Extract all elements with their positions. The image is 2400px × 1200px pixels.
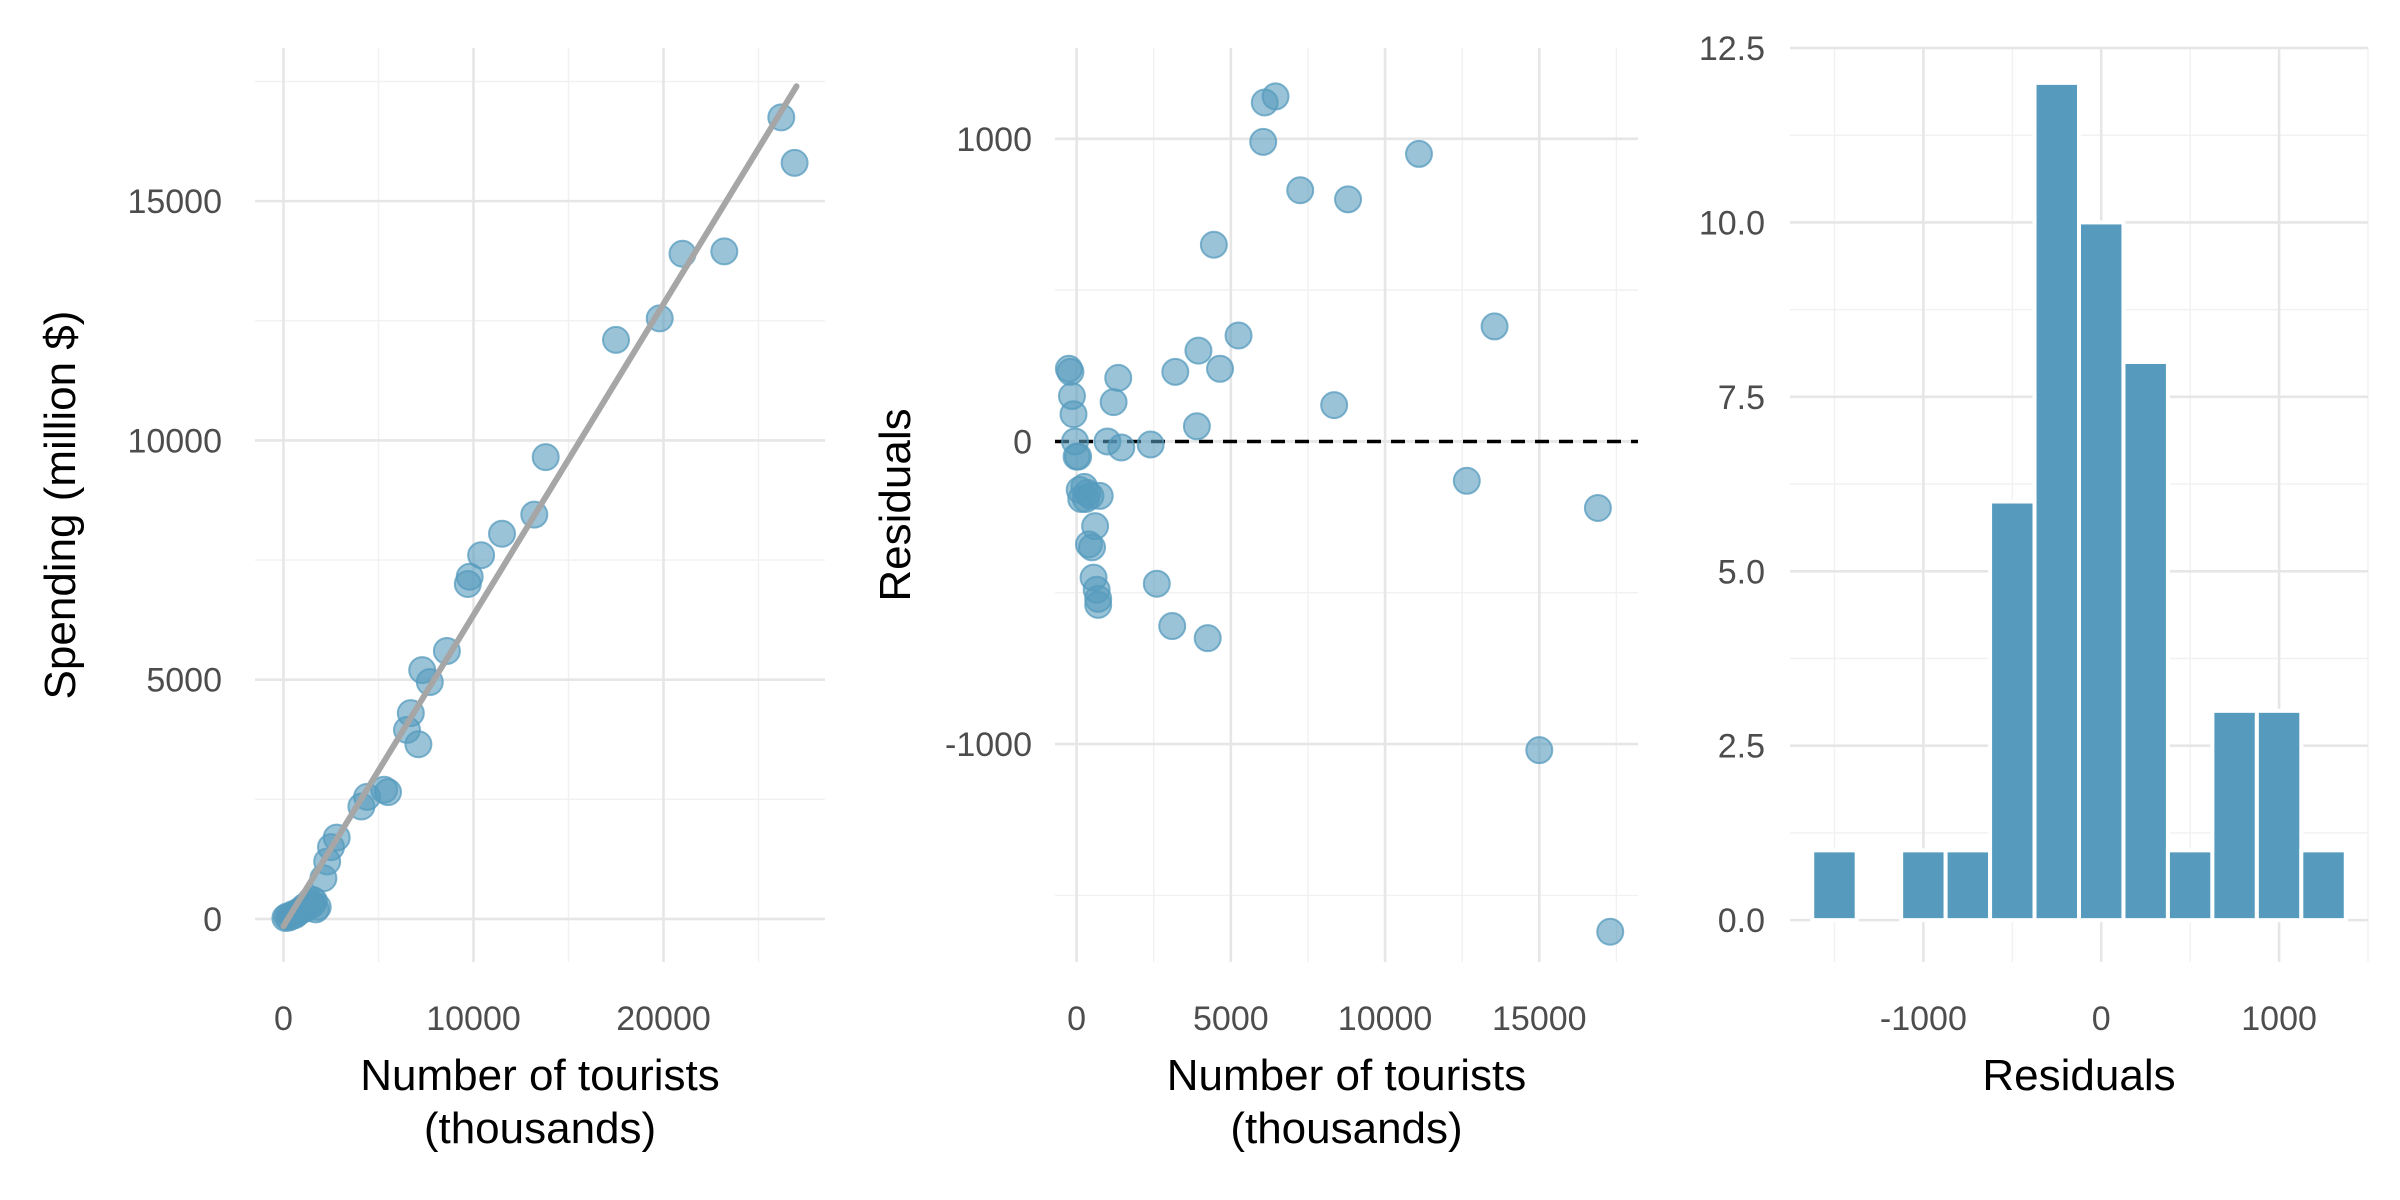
residuals-histogram-panel: -1000 0 1000 0.0 2.5 5.0 7.5 10.0 12.5 Residuals	[1699, 30, 2369, 1100]
x-tick-label: 20000	[616, 1000, 711, 1038]
data-point	[1452, 466, 1481, 495]
data-point	[1142, 569, 1171, 598]
data-point	[1249, 127, 1278, 156]
data-point	[1136, 430, 1165, 459]
histogram-bar	[1899, 848, 1948, 923]
x-tick-label: 10000	[1338, 1000, 1433, 1038]
x-axis-title: Residuals	[1982, 1051, 2175, 1100]
data-point	[1161, 357, 1190, 386]
data-point	[1056, 357, 1085, 386]
x-tick-label: 0	[1067, 1000, 1086, 1038]
histogram-bar	[1810, 848, 1859, 923]
y-tick-label: 5000	[146, 662, 222, 700]
data-point	[488, 519, 516, 548]
data-point	[1480, 312, 1509, 341]
y-tick-label: 15000	[127, 183, 222, 221]
y-tick-label: 7.5	[1718, 379, 1765, 417]
y-tick-label: 0	[203, 901, 222, 939]
data-point	[1085, 481, 1114, 510]
x-axis-title: Number of tourists	[1167, 1051, 1526, 1100]
histogram-bar	[2121, 359, 2170, 923]
data-point	[1596, 917, 1625, 946]
data-point	[1286, 176, 1315, 205]
y-tick-label: 2.5	[1718, 728, 1765, 766]
data-point	[1182, 412, 1211, 441]
scatter-spending-panel: 0 10000 20000 0 5000 10000 15000 Number of tour…	[36, 48, 825, 1153]
y-tick-label: 10000	[127, 422, 222, 460]
data-point	[602, 325, 630, 354]
data-point	[1193, 624, 1222, 653]
data-point	[1206, 354, 1235, 383]
x-tick-label: 10000	[426, 1000, 521, 1038]
data-point	[1199, 230, 1228, 259]
data-point	[1184, 336, 1213, 365]
histogram-bar	[2210, 708, 2259, 923]
y-tick-label: 5.0	[1718, 553, 1765, 591]
data-point	[780, 148, 809, 177]
data-point	[710, 237, 739, 266]
x-tick-label: 0	[2092, 1000, 2111, 1038]
data-point	[1059, 400, 1088, 429]
data-point	[1583, 494, 1612, 523]
histogram-bar	[1943, 848, 1993, 923]
data-point	[1261, 82, 1290, 111]
data-point	[1404, 139, 1433, 168]
x-tick-label: 15000	[1492, 1000, 1587, 1038]
data-point	[1224, 321, 1253, 350]
histogram-bar	[2254, 708, 2304, 923]
data-point	[1320, 391, 1349, 420]
y-tick-label: 0.0	[1718, 902, 1765, 940]
data-point	[1064, 442, 1093, 471]
x-tick-label: -1000	[1880, 1000, 1967, 1038]
y-tick-label: 10.0	[1699, 204, 1765, 242]
y-tick-label: 1000	[956, 121, 1032, 159]
histogram-bar	[2299, 848, 2348, 923]
x-tick-label: 1000	[2241, 1000, 2317, 1038]
x-axis-title: Number of tourists	[360, 1051, 719, 1100]
data-point	[1334, 185, 1363, 214]
x-tick-label: 0	[274, 1000, 293, 1038]
x-axis-title: (thousands)	[424, 1104, 656, 1153]
y-tick-label: 0	[1013, 423, 1032, 461]
histogram-bar	[2077, 220, 2126, 923]
data-point	[1525, 736, 1554, 765]
residuals-scatter-panel: 0 5000 10000 15000 -1000 0 1000 Number of touri…	[871, 48, 1638, 1153]
data-point	[404, 730, 433, 759]
x-axis-title: (thousands)	[1230, 1104, 1462, 1153]
histogram-bar	[1988, 499, 2037, 923]
data-point	[1104, 363, 1133, 392]
data-point	[1099, 388, 1128, 417]
data-point	[1107, 433, 1136, 462]
data-point	[374, 778, 402, 807]
y-axis-title: Spending (million $)	[36, 311, 85, 700]
data-point	[1158, 612, 1187, 641]
histogram-bar	[2165, 848, 2215, 923]
data-point	[1084, 584, 1113, 613]
y-tick-label: 12.5	[1699, 30, 1765, 68]
data-point	[455, 562, 484, 591]
y-axis-title: Residuals	[871, 408, 920, 601]
y-tick-label: -1000	[945, 726, 1032, 764]
data-point	[531, 443, 560, 472]
x-tick-label: 5000	[1193, 1000, 1269, 1038]
fit-line	[280, 83, 800, 930]
data-point	[467, 541, 496, 570]
histogram-bar	[2032, 80, 2081, 923]
data-point	[1081, 512, 1110, 541]
